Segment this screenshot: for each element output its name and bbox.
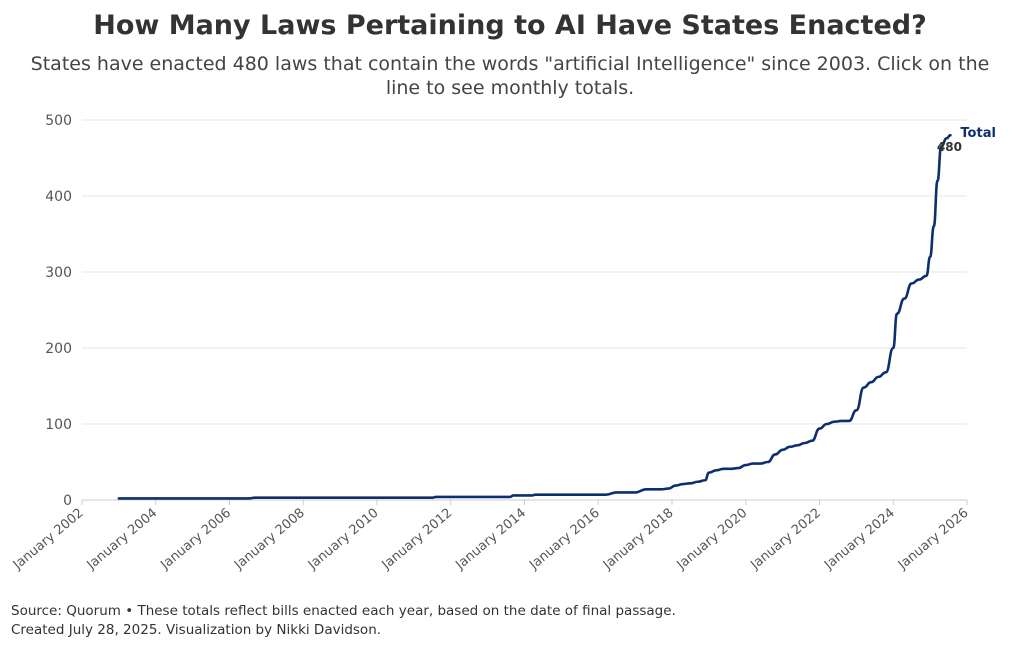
x-tick-label: January 2014: [452, 506, 529, 574]
y-tick-label: 100: [45, 417, 72, 433]
x-tick-label: January 2006: [157, 506, 234, 574]
x-tick-label: January 2010: [305, 506, 382, 574]
x-tick-label: January 2002: [10, 506, 87, 574]
y-axis-ticks: 0 100 200 300 400 500: [45, 113, 72, 509]
x-tick-label: January 2018: [600, 506, 677, 574]
y-tick-label: 0: [63, 493, 72, 509]
x-tick-label: January 2026: [895, 506, 972, 574]
series-end-value: 480: [937, 140, 962, 154]
y-tick-label: 200: [45, 341, 72, 357]
x-tick-label: January 2008: [231, 506, 308, 574]
chart-title: How Many Laws Pertaining to AI Have Stat…: [93, 10, 927, 41]
x-tick-label: January 2016: [526, 506, 603, 574]
chart-footer: Source: Quorum • These totals reflect bi…: [11, 602, 676, 640]
y-tick-label: 500: [45, 113, 72, 129]
x-tick-label: January 2020: [674, 506, 751, 574]
x-tick-label: January 2004: [84, 506, 161, 574]
x-tick-label: January 2022: [747, 506, 824, 574]
chart-subtitle: States have enacted 480 laws that contai…: [30, 53, 990, 99]
x-tick-label: January 2012: [379, 506, 456, 574]
y-tick-label: 400: [45, 189, 72, 205]
series-end-label: Total: [960, 126, 996, 141]
series-line-total[interactable]: [117, 133, 952, 500]
credit-note: Created July 28, 2025. Visualization by …: [11, 622, 382, 638]
source-note: Source: Quorum • These totals reflect bi…: [11, 603, 676, 619]
x-tick-label: January 2024: [821, 506, 898, 574]
y-tick-label: 300: [45, 265, 72, 281]
gridlines: [82, 119, 967, 501]
